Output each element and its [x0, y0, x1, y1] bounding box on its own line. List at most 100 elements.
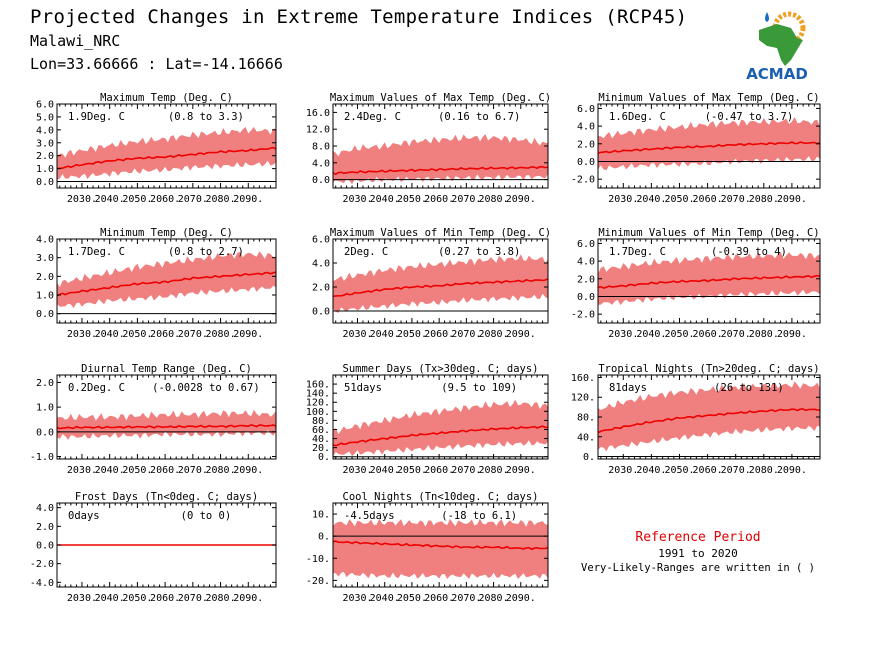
- x-tick-label: 2050.: [397, 194, 427, 205]
- y-tick-label: 4.0: [577, 257, 595, 268]
- x-tick-label: 2060.: [150, 329, 180, 340]
- likely-range-band: [57, 409, 276, 440]
- median-line: [333, 165, 548, 176]
- likely-range-band: [57, 251, 276, 309]
- likely-range-band: [598, 116, 820, 171]
- x-tick-label: 2040.: [636, 465, 666, 476]
- x-tick-label: 2090.: [506, 465, 536, 476]
- likely-range-band: [333, 254, 548, 313]
- logo-raindrop-icon: [765, 12, 769, 22]
- x-tick-label: 2050.: [397, 465, 427, 476]
- median-line: [333, 278, 548, 298]
- y-tick-label: 0.: [583, 452, 595, 463]
- y-tick-label: 6.0: [577, 104, 595, 115]
- y-tick-label: -1.0: [30, 452, 54, 463]
- very-likely-range: (0 to 0): [181, 510, 232, 522]
- chart-panel-11: -20.-10.0.10.2030.2040.2050.2060.2070.20…: [306, 491, 549, 604]
- x-tick-label: 2030.: [342, 465, 372, 476]
- x-tick-label: 2070.: [178, 194, 208, 205]
- x-tick-label: 2080.: [206, 465, 236, 476]
- median-line: [57, 271, 276, 297]
- x-tick-label: 2040.: [95, 194, 125, 205]
- y-tick-label: 0.0: [577, 157, 595, 168]
- y-tick-label: 5.0: [36, 112, 54, 123]
- chart-title: Frost Days (Tn<0deg. C; days): [75, 491, 258, 503]
- x-tick-label: 2050.: [664, 465, 694, 476]
- chart-panel-3: -2.0 0.0 2.0 4.0 6.0 2030.2040.2050.2060.2070…: [571, 92, 821, 205]
- x-tick-label: 2040.: [636, 194, 666, 205]
- x-tick-label: 2030.: [342, 329, 372, 340]
- x-tick-label: 2050.: [122, 593, 152, 604]
- y-tick-label: 160.: [306, 380, 330, 391]
- y-tick-label: 0.0: [36, 177, 54, 188]
- chart-title: Minimum Temp (Deg. C): [100, 227, 233, 239]
- chart-panel-2: 0.0 4.0 8.0 12.0 16.0 2030.2040.2050.2060.207…: [306, 92, 551, 205]
- very-likely-range: (0.27 to 3.8): [438, 246, 520, 258]
- y-tick-label: 0.0: [36, 427, 54, 438]
- very-likely-range: (-0.39 to 4): [711, 246, 787, 258]
- y-tick-label: 2.0: [577, 274, 595, 285]
- x-tick-label: 2070.: [721, 465, 751, 476]
- y-tick-label: 2.0: [36, 272, 54, 283]
- x-tick-label: 2050.: [397, 329, 427, 340]
- plot-frame: [597, 238, 821, 324]
- y-tick-label: 6.0: [36, 100, 54, 111]
- y-tick-label: 1.0: [36, 403, 54, 414]
- plot-frame: [56, 238, 277, 324]
- chart-title: Cool Nights (Tn<10deg. C; days): [343, 491, 539, 503]
- y-tick-label: 0.0: [36, 309, 54, 320]
- x-tick-label: 2070.: [178, 593, 208, 604]
- chart-panel-4: 0.0 1.0 2.0 3.0 4.0 2030.2040.2050.2060.2070.…: [36, 227, 277, 340]
- y-tick-label: 100.: [306, 407, 330, 418]
- y-tick-label: -4.0: [30, 578, 54, 589]
- change-value: 0days: [68, 510, 100, 522]
- y-tick-label: 0.0: [312, 175, 330, 186]
- y-tick-label: 1.0: [36, 164, 54, 175]
- likely-range-band: [333, 134, 548, 185]
- x-tick-label: 2070.: [721, 194, 751, 205]
- y-tick-label: 2.0: [36, 522, 54, 533]
- chart-title: Tropical Nights (Tn>20deg. C; days): [598, 363, 819, 375]
- very-likely-range: (-18 to 6.1): [441, 510, 517, 522]
- site-coordinates: Lon=33.66666 : Lat=-14.16666: [30, 55, 283, 73]
- x-tick-label: 2090.: [233, 329, 263, 340]
- x-tick-label: 2040.: [95, 465, 125, 476]
- chart-panel-1: 0.0 1.0 2.0 3.0 4.0 5.06.0 2030.2040.2050.2060…: [36, 92, 277, 205]
- median-line: [333, 425, 548, 447]
- logo-text: ACMAD: [746, 65, 808, 83]
- plot-frame: [56, 374, 277, 460]
- chart-title: Minimum Values of Min Temp (Deg. C): [598, 227, 819, 239]
- y-tick-label: 20.: [312, 443, 330, 454]
- y-tick-label: 120.: [571, 393, 595, 404]
- change-value: 1.6Deg. C: [609, 111, 666, 123]
- x-tick-label: 2030.: [608, 329, 638, 340]
- y-tick-label: 40.: [312, 434, 330, 445]
- x-tick-label: 2070.: [178, 329, 208, 340]
- likely-range-band: [598, 381, 820, 452]
- very-likely-range: (0.8 to 3.3): [168, 111, 244, 123]
- y-tick-label: 2.0: [36, 151, 54, 162]
- median-line: [598, 274, 820, 289]
- x-tick-label: 2060.: [150, 194, 180, 205]
- plot-frame: [56, 103, 277, 189]
- x-tick-label: 2060.: [693, 194, 723, 205]
- x-tick-label: 2060.: [693, 329, 723, 340]
- y-tick-label: 40.: [577, 432, 595, 443]
- x-tick-label: 2070.: [178, 465, 208, 476]
- x-tick-label: 2080.: [479, 194, 509, 205]
- y-tick-label: 3.0: [36, 253, 54, 264]
- x-tick-label: 2030.: [608, 194, 638, 205]
- y-tick-label: -20.: [306, 576, 330, 587]
- x-tick-label: 2040.: [370, 465, 400, 476]
- x-tick-label: 2030.: [342, 194, 372, 205]
- y-tick-label: 10.: [312, 510, 330, 521]
- change-value: 51days: [344, 382, 382, 394]
- x-tick-label: 2090.: [233, 593, 263, 604]
- y-tick-label: 0.0: [36, 541, 54, 552]
- x-tick-label: 2050.: [122, 465, 152, 476]
- x-tick-label: 2080.: [479, 593, 509, 604]
- chart-title: Maximum Values of Max Temp (Deg. C): [330, 92, 551, 104]
- x-tick-label: 2030.: [67, 329, 97, 340]
- chart-title: Diurnal Temp Range (Deg. C): [81, 363, 252, 375]
- change-value: 2.4Deg. C: [344, 111, 401, 123]
